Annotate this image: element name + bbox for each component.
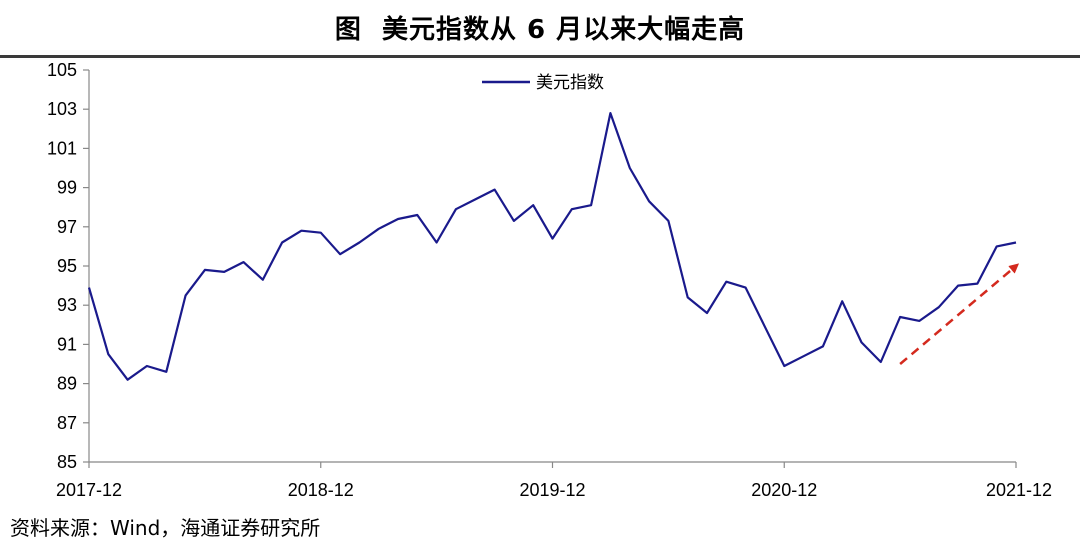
trend-arrow <box>899 263 1020 365</box>
y-tick-label: 89 <box>57 374 77 394</box>
y-tick-label: 103 <box>47 99 77 119</box>
legend-label: 美元指数 <box>536 73 604 93</box>
series-line-usd-index <box>87 112 1017 381</box>
y-tick-label: 93 <box>57 295 77 315</box>
y-tick-label: 85 <box>57 452 77 472</box>
chart-title: 图 美元指数从 6 月以来大幅走高 <box>334 15 746 45</box>
source-note: 资料来源：Wind，海通证券研究所 <box>10 516 321 540</box>
line-chart: 85 87 89 91 93 95 97 99 101 103 105 2017-12 2018-12… <box>47 60 1052 500</box>
x-tick-label: 2018-12 <box>288 480 354 500</box>
y-tick-label: 97 <box>57 217 77 237</box>
y-tick-label: 91 <box>57 334 77 354</box>
x-tick-label: 2020-12 <box>751 480 817 500</box>
x-tick-label: 2021-12 <box>986 480 1052 500</box>
y-tick-label: 105 <box>47 60 77 80</box>
y-tick-label: 99 <box>57 178 77 198</box>
y-tick-label: 87 <box>57 413 77 433</box>
x-tick-label: 2019-12 <box>519 480 585 500</box>
chart-title-bar: 图 美元指数从 6 月以来大幅走高 <box>0 0 1080 58</box>
y-tick-label: 95 <box>57 256 77 276</box>
x-tick-label: 2017-12 <box>56 480 122 500</box>
y-tick-label: 101 <box>47 138 77 158</box>
